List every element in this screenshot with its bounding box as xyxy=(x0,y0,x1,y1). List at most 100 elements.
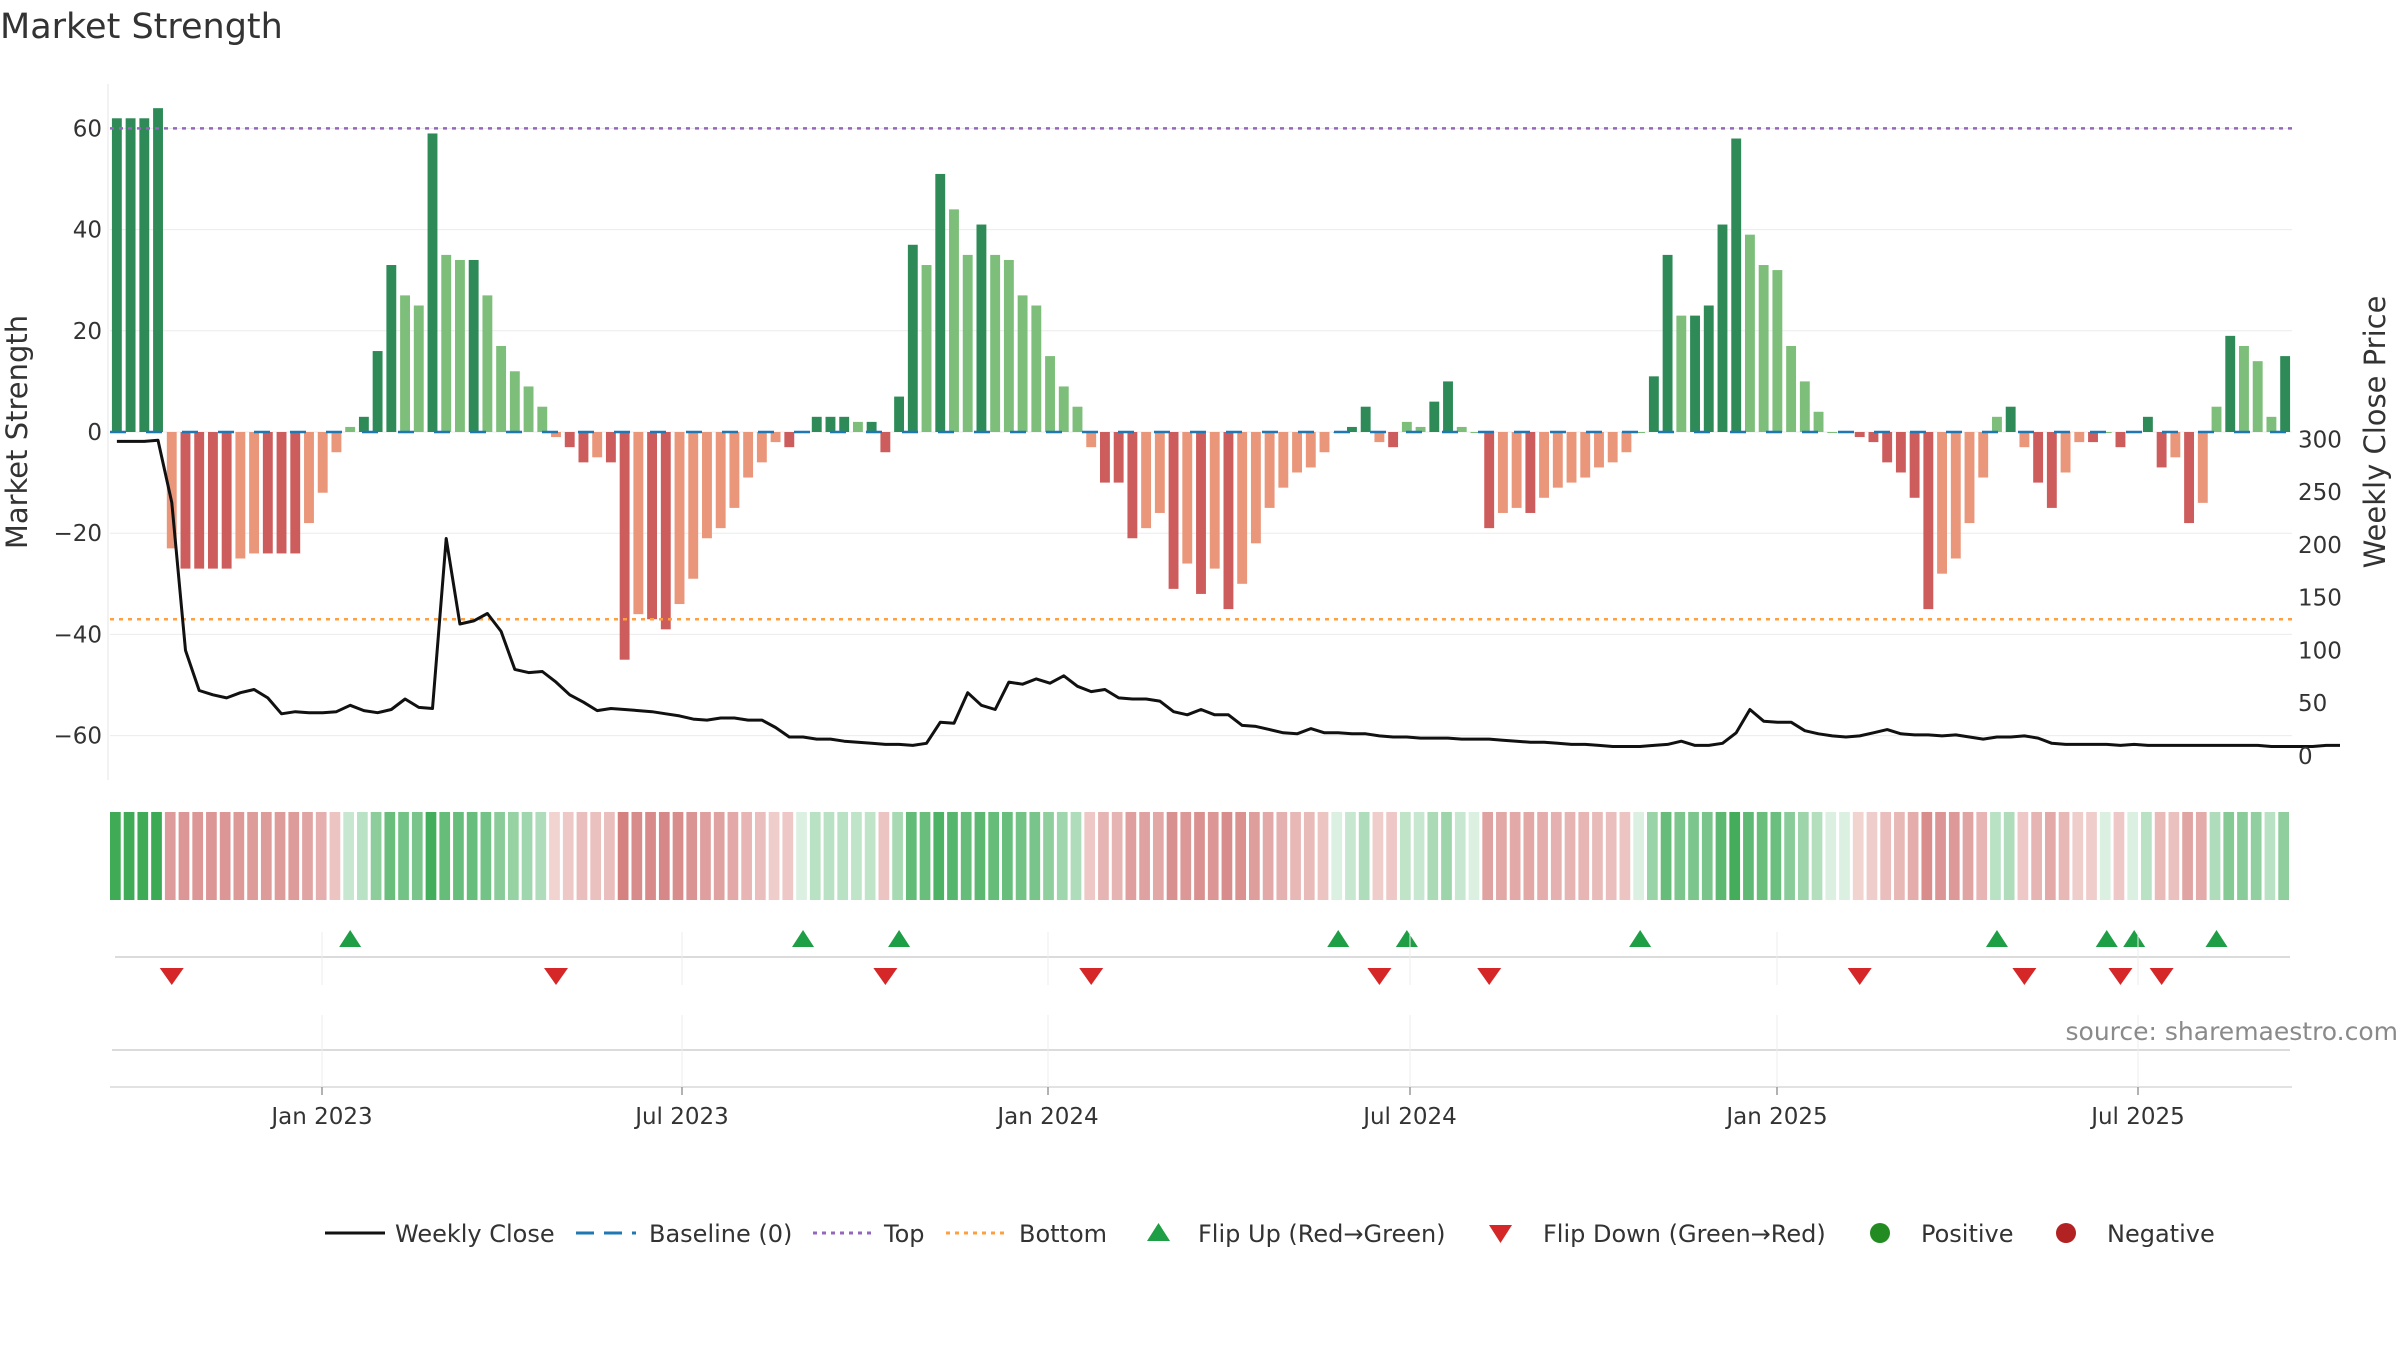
heat-cell xyxy=(1249,812,1260,900)
strength-bar xyxy=(935,173,946,432)
legend-flip-down-icon xyxy=(1489,1225,1512,1243)
strength-bar xyxy=(1594,432,1604,468)
heat-cell xyxy=(1427,812,1439,900)
strength-bar xyxy=(1937,432,1947,574)
strength-bar xyxy=(400,295,410,432)
strength-bar xyxy=(715,432,726,529)
left-tick-label: 20 xyxy=(73,319,102,345)
heat-cell xyxy=(123,812,135,900)
strength-bar xyxy=(605,432,616,463)
left-axis-label: Market Strength xyxy=(0,315,34,549)
strength-bar xyxy=(1813,411,1824,432)
strength-bar xyxy=(894,396,905,432)
strength-bar xyxy=(207,432,218,569)
heat-cell xyxy=(1413,812,1425,900)
legend-weekly-close-label: Weekly Close xyxy=(395,1220,555,1248)
heat-cell xyxy=(521,812,533,900)
heat-cell xyxy=(549,812,560,900)
strength-bar xyxy=(180,432,191,569)
heat-cell xyxy=(1825,812,1837,900)
flip-up-marker xyxy=(2123,930,2146,947)
strength-bar xyxy=(1209,432,1220,569)
heat-cell xyxy=(658,812,670,900)
strength-bar xyxy=(2115,432,2126,448)
heat-cell xyxy=(823,812,835,900)
strength-bar xyxy=(811,416,822,432)
strength-bar xyxy=(1758,265,1769,432)
strength-bar xyxy=(1250,432,1261,544)
heat-cell xyxy=(1743,812,1754,900)
heat-cell xyxy=(1592,812,1603,900)
flip-up-marker xyxy=(339,930,362,947)
heat-cell xyxy=(439,812,451,900)
heat-cell xyxy=(1482,812,1494,900)
heat-cell xyxy=(2113,812,2125,900)
right-axis-label: Weekly Close Price xyxy=(2358,296,2392,569)
strength-bar xyxy=(839,416,850,432)
strength-bar xyxy=(1525,432,1536,513)
left-tick-label: 0 xyxy=(87,420,102,446)
strength-bar xyxy=(1552,432,1563,488)
heat-cell xyxy=(2031,812,2042,900)
heat-cell xyxy=(1070,812,1082,900)
strength-bar xyxy=(1827,432,1838,433)
strength-bar xyxy=(1497,432,1508,513)
strength-bar xyxy=(1429,401,1440,432)
strength-bar xyxy=(2211,406,2222,432)
legend-positive-label: Positive xyxy=(1921,1220,2014,1248)
heat-cell xyxy=(754,812,766,900)
flip-down-marker xyxy=(2149,968,2174,985)
strength-bar xyxy=(2239,345,2249,432)
strength-bar xyxy=(2046,432,2057,508)
heat-cell xyxy=(686,812,698,900)
flip-up-marker xyxy=(792,930,815,947)
strength-bar xyxy=(2019,432,2030,448)
heat-cell xyxy=(288,812,300,900)
heat-cell xyxy=(357,812,368,900)
heat-cell xyxy=(1166,812,1178,900)
heat-cell xyxy=(1386,812,1397,900)
strength-bar xyxy=(1154,432,1165,513)
heat-cell xyxy=(1056,812,1068,900)
strength-bar xyxy=(551,432,561,438)
flip-marker-panel xyxy=(115,930,2290,985)
strength-bar xyxy=(221,432,232,569)
heat-cell xyxy=(1496,812,1507,900)
strength-bar xyxy=(578,432,589,463)
heat-cell xyxy=(1990,812,2001,900)
heat-cell xyxy=(274,812,286,900)
heat-cell xyxy=(1770,812,1782,900)
x-tick-label: Jul 2025 xyxy=(2089,1104,2185,1130)
strength-bar xyxy=(2074,432,2085,443)
strength-bar xyxy=(386,265,397,432)
strength-bar xyxy=(1786,345,1797,432)
x-tick-label: Jan 2023 xyxy=(269,1104,372,1130)
heat-cell xyxy=(1550,812,1562,900)
heat-cell xyxy=(905,812,917,900)
heat-cell xyxy=(2182,812,2193,900)
strength-bar xyxy=(852,421,863,432)
strength-bar xyxy=(1882,432,1893,463)
strength-bar xyxy=(1690,315,1700,432)
heat-cell xyxy=(700,812,711,900)
strength-bar xyxy=(1168,432,1179,589)
heat-cell xyxy=(1701,812,1713,900)
heat-cell xyxy=(604,812,615,900)
heat-cell xyxy=(1921,812,1933,900)
strength-bar xyxy=(1484,432,1495,529)
x-tick-label: Jul 2023 xyxy=(633,1104,729,1130)
heat-cell xyxy=(2250,812,2262,900)
right-tick-label: 250 xyxy=(2298,480,2342,506)
right-tick-label: 50 xyxy=(2298,691,2327,717)
heat-cell xyxy=(1317,812,1329,900)
right-tick-label: 200 xyxy=(2298,533,2342,559)
strength-bar xyxy=(1621,432,1632,453)
right-tick-label: 150 xyxy=(2298,586,2342,612)
strength-bar xyxy=(866,421,877,432)
strength-bar xyxy=(1113,432,1124,483)
right-tick-label: 100 xyxy=(2298,638,2342,664)
strength-heat-strip xyxy=(110,812,2289,900)
strength-bar xyxy=(1017,295,1028,432)
heat-cell xyxy=(1358,812,1370,900)
flip-down-marker xyxy=(159,968,184,985)
